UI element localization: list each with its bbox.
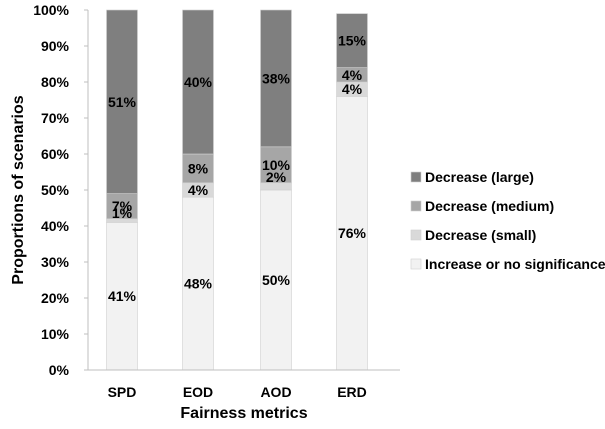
y-tick-label: 70% <box>41 110 70 126</box>
segment-data-label: 76% <box>338 225 367 241</box>
y-tick-label: 40% <box>41 218 70 234</box>
legend-swatch <box>410 171 422 183</box>
x-axis-title: Fairness metrics <box>180 405 307 422</box>
bar-segment <box>336 96 368 371</box>
segment-data-label: 40% <box>184 74 213 90</box>
segment-labels-group: 41%1%7%51%48%4%8%40%50%2%10%38%76%4%4%15… <box>108 33 367 305</box>
segment-data-label: 8% <box>188 160 209 176</box>
segment-data-label: 2% <box>266 169 287 185</box>
x-tick-label: AOD <box>260 384 291 400</box>
legend-label: Increase or no significance <box>425 256 605 272</box>
legend-swatch <box>410 258 422 270</box>
y-tick-label: 30% <box>41 254 70 270</box>
y-axis-title: Proportions of scenarios <box>10 95 27 284</box>
bar-segment <box>182 153 214 184</box>
segment-data-label: 4% <box>342 81 363 97</box>
y-tick-label: 90% <box>41 38 70 54</box>
bar-segment <box>336 13 368 68</box>
bar-segment <box>260 146 292 184</box>
segment-data-label: 7% <box>112 198 133 214</box>
y-tick-label: 80% <box>41 74 70 90</box>
segment-data-label: 38% <box>262 70 291 86</box>
y-tick-label: 100% <box>33 2 69 18</box>
y-tick-label: 60% <box>41 146 70 162</box>
segment-data-label: 48% <box>184 276 213 292</box>
segment-data-label: 41% <box>108 288 137 304</box>
y-tick-label: 50% <box>41 182 70 198</box>
legend-label: Decrease (large) <box>425 169 534 185</box>
bar-segment <box>260 9 292 148</box>
segment-data-label: 4% <box>188 182 209 198</box>
segment-data-label: 50% <box>262 272 291 288</box>
y-tick-label: 20% <box>41 290 70 306</box>
x-ticks-group: SPD EOD AOD ERD <box>108 384 367 400</box>
segment-data-label: 15% <box>338 33 367 49</box>
segment-data-label: 51% <box>108 94 137 110</box>
x-tick-label: ERD <box>337 384 367 400</box>
legend-label: Decrease (medium) <box>425 198 554 214</box>
legend: Decrease (large) Decrease (medium) Decreas… <box>410 169 605 272</box>
bar-segment <box>106 193 138 220</box>
legend-swatch <box>410 200 422 212</box>
y-ticks-group: 0% 10% 20% 30% 40% 50% 60% 70% 80% 90% 100% <box>33 2 88 378</box>
bar-segment <box>182 9 214 155</box>
bar-segment <box>106 9 138 194</box>
legend-swatch <box>410 229 422 241</box>
segment-data-label: 10% <box>262 157 291 173</box>
bar-segment <box>182 196 214 371</box>
bars-group <box>106 9 368 371</box>
y-tick-label: 0% <box>49 362 70 378</box>
x-tick-label: SPD <box>108 384 137 400</box>
segment-data-label: 1% <box>112 205 133 221</box>
segment-data-label: 4% <box>342 67 363 83</box>
y-tick-label: 10% <box>41 326 70 342</box>
x-tick-label: EOD <box>183 384 213 400</box>
bar-segment <box>106 222 138 371</box>
bar-segment <box>260 189 292 371</box>
legend-label: Decrease (small) <box>425 227 536 243</box>
